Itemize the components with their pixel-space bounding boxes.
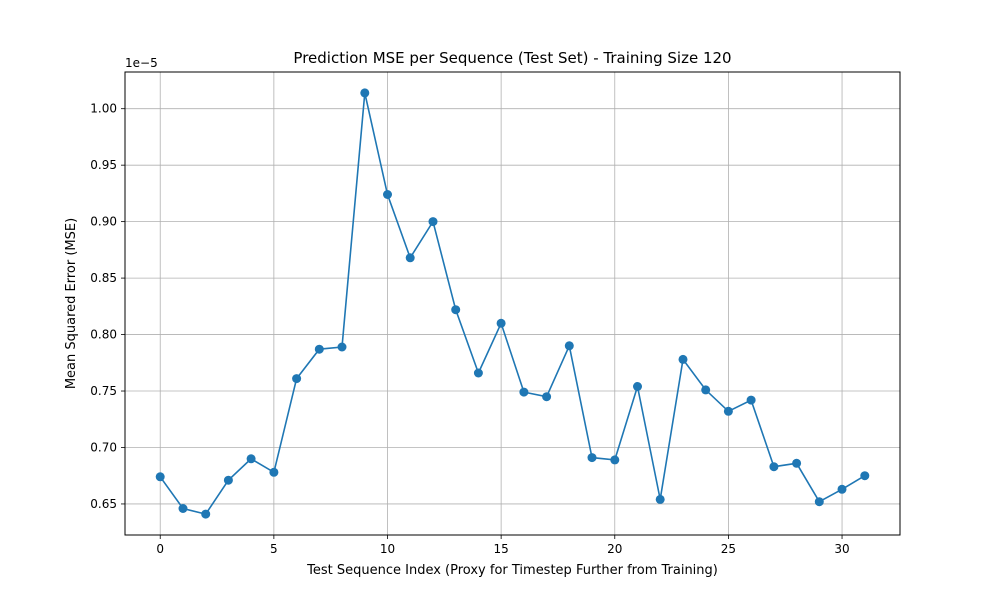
x-tick-label: 20 [607, 542, 622, 556]
y-tick-label: 0.85 [90, 271, 117, 285]
x-tick-label: 30 [834, 542, 849, 556]
data-point [383, 190, 392, 199]
x-tick-label: 0 [156, 542, 164, 556]
chart-title: Prediction MSE per Sequence (Test Set) -… [293, 49, 731, 67]
data-point [860, 471, 870, 481]
data-point [746, 395, 756, 405]
data-point [155, 472, 165, 482]
data-point [451, 305, 461, 315]
data-point [678, 354, 688, 364]
data-point [542, 392, 552, 402]
x-tick-label: 25 [721, 542, 736, 556]
data-point [337, 342, 347, 352]
data-point [610, 455, 620, 465]
data-point [292, 374, 302, 384]
y-axis-label: Mean Squared Error (MSE) [64, 218, 79, 389]
data-point [496, 318, 506, 328]
y-tick-label: 0.70 [90, 440, 117, 454]
x-axis: 0 5 10 15 20 25 30 [156, 535, 850, 556]
data-point [201, 509, 211, 519]
data-point [633, 382, 642, 391]
data-point [314, 344, 324, 354]
y-axis: 0.65 0.70 0.75 0.80 0.85 0.90 0.95 1.00 [90, 102, 125, 511]
y-tick-label: 0.75 [90, 384, 117, 398]
x-tick-label: 10 [380, 542, 395, 556]
data-point [701, 385, 711, 395]
data-point [428, 217, 438, 227]
data-point [519, 387, 529, 397]
data-point [246, 454, 256, 464]
data-point [587, 453, 597, 463]
data-point [769, 462, 779, 472]
data-point [655, 494, 665, 504]
data-point [723, 406, 733, 416]
x-axis-label: Test Sequence Index (Proxy for Timestep … [306, 563, 718, 578]
data-point [814, 497, 824, 507]
data-point [792, 458, 802, 468]
data-point [405, 253, 415, 263]
data-points [155, 88, 870, 519]
y-tick-label: 0.65 [90, 497, 117, 511]
y-offset-label: 1e−5 [125, 56, 158, 70]
data-point [269, 467, 279, 477]
data-point [564, 341, 574, 351]
y-tick-label: 0.90 [90, 215, 117, 229]
data-point [360, 88, 370, 98]
x-tick-label: 5 [270, 542, 278, 556]
data-point [178, 504, 188, 513]
y-tick-label: 0.95 [90, 158, 117, 172]
y-tick-label: 1.00 [90, 102, 117, 116]
y-tick-label: 0.80 [90, 328, 117, 342]
x-tick-label: 15 [493, 542, 508, 556]
data-point [223, 475, 233, 485]
plot-frame [124, 71, 901, 536]
data-point [473, 368, 483, 378]
grid [125, 72, 900, 535]
data-point [837, 484, 847, 494]
